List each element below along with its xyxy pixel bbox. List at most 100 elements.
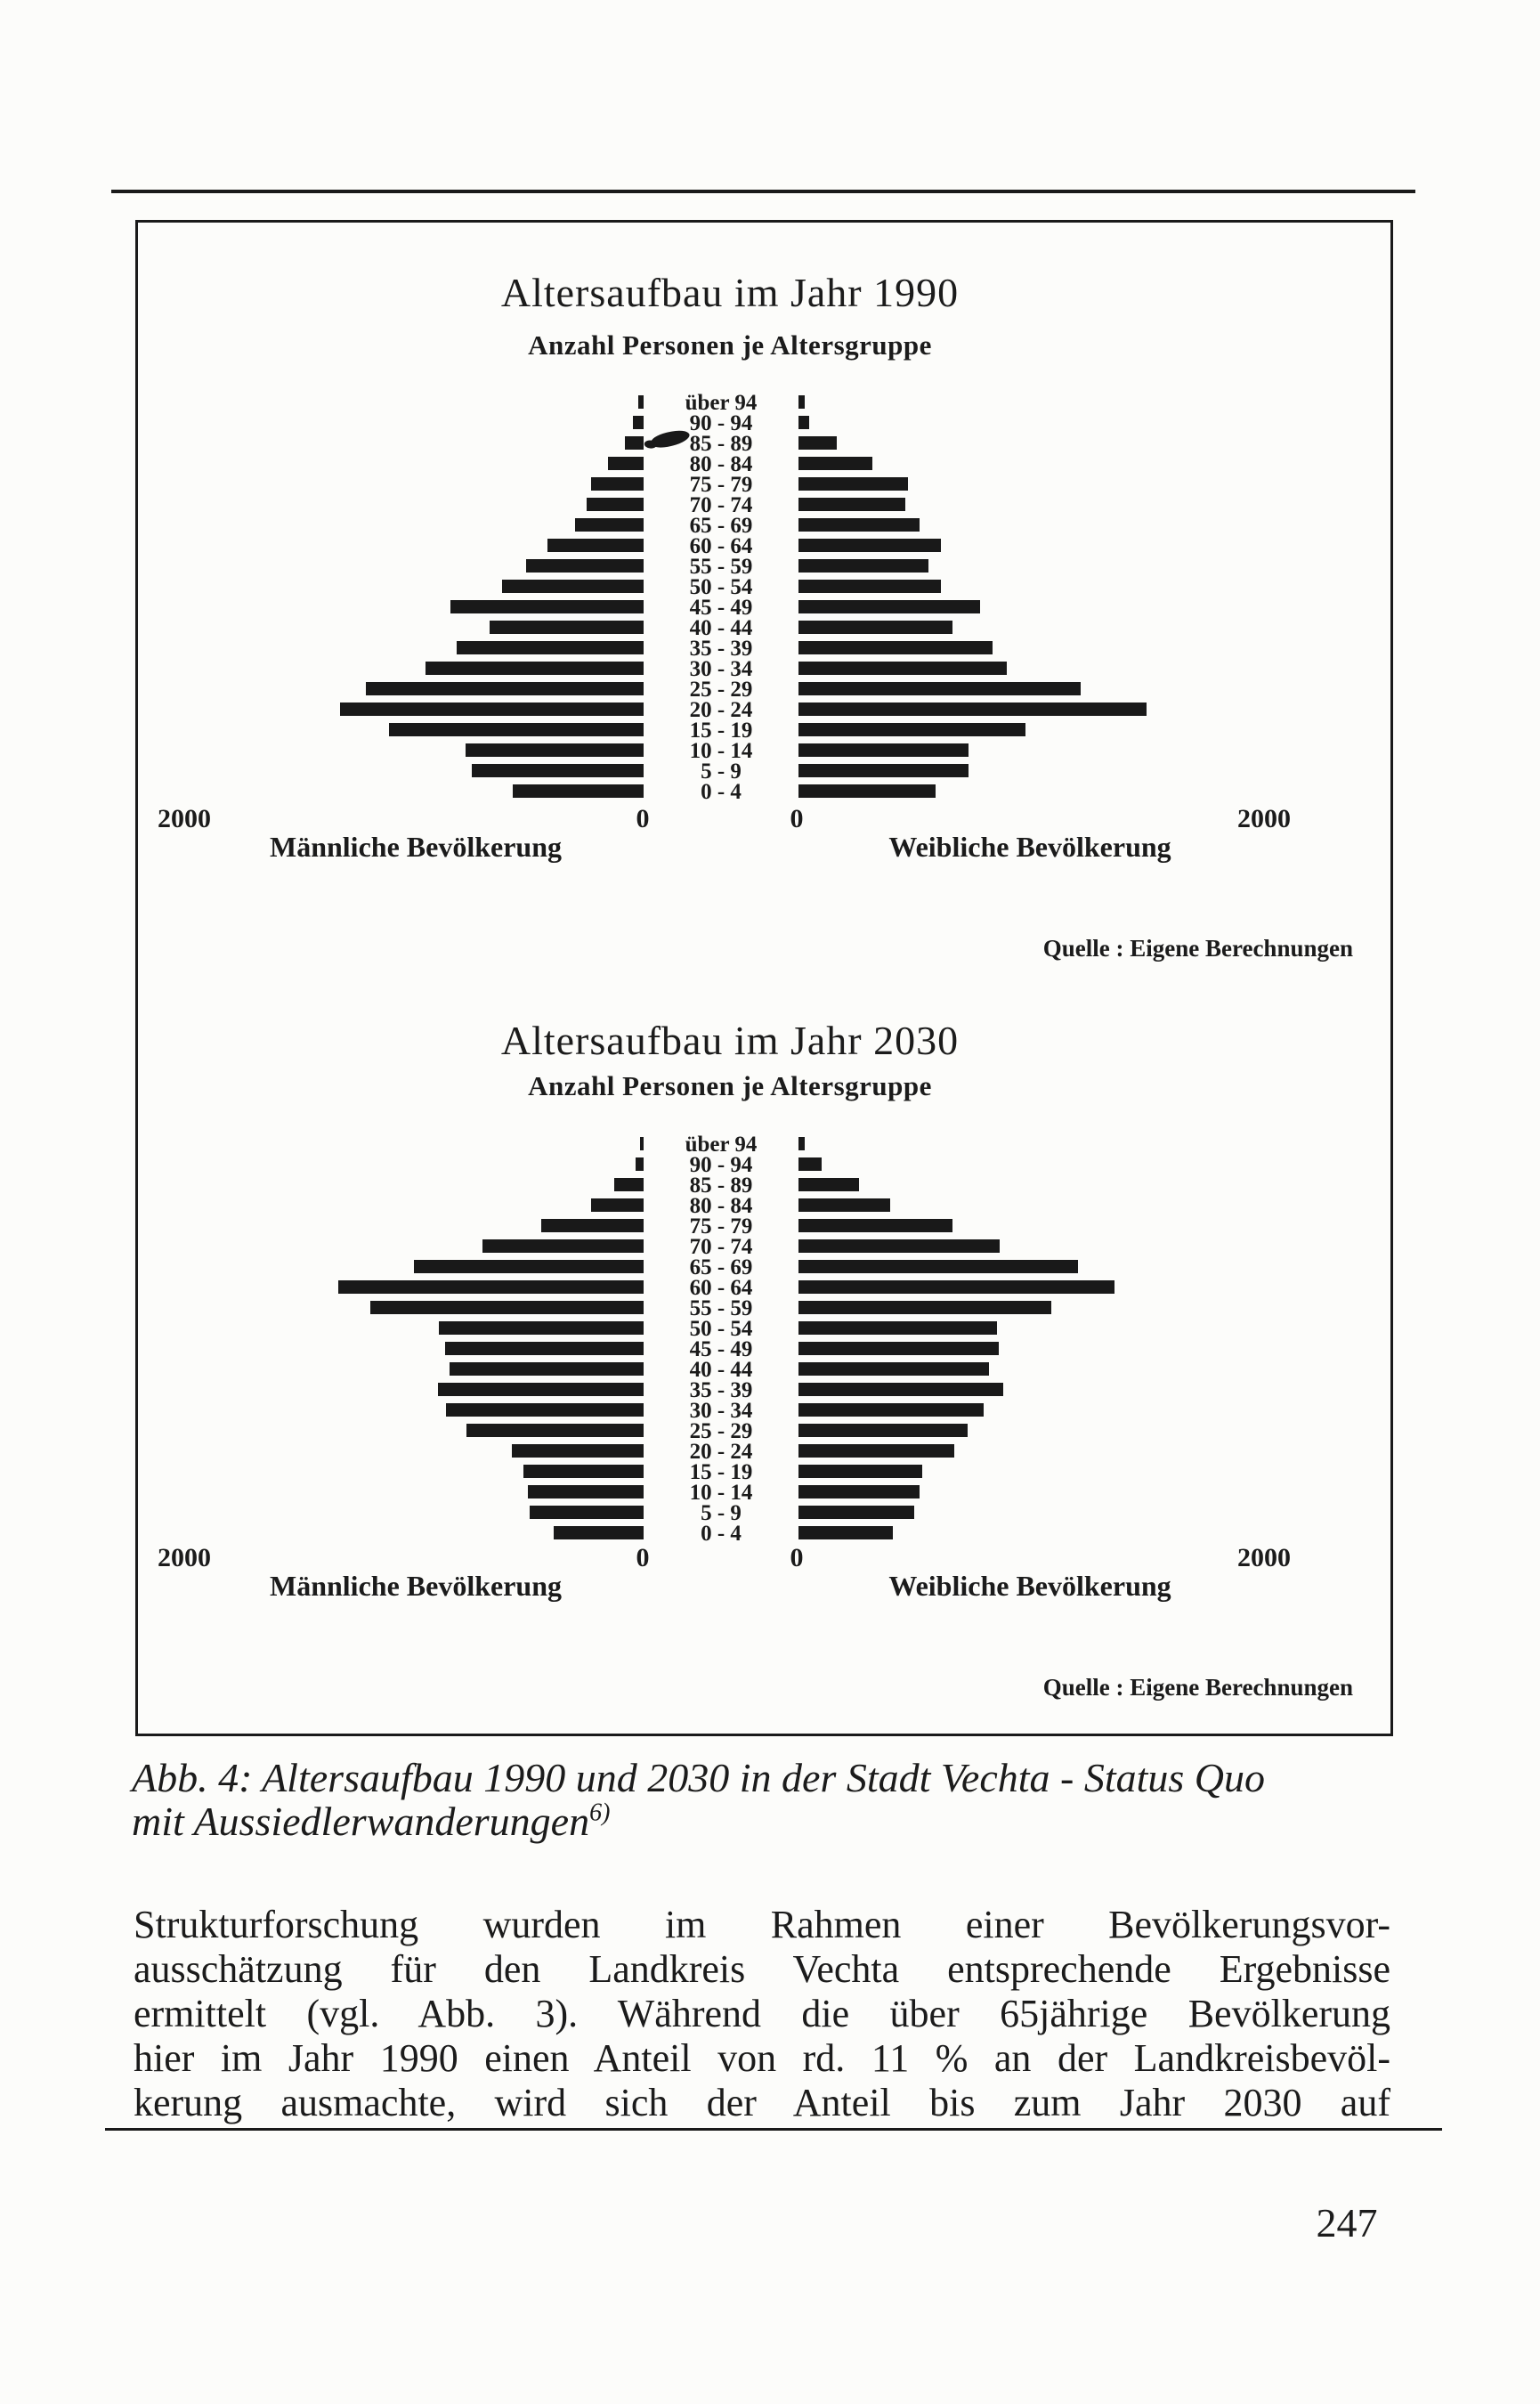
female-bar bbox=[798, 641, 993, 654]
age-group-label: 45 - 49 bbox=[689, 1337, 753, 1361]
female-bar bbox=[798, 621, 952, 634]
age-group-label: 10 - 14 bbox=[689, 1481, 753, 1505]
source-note: Quelle : Eigene Berechnungen bbox=[1042, 1674, 1353, 1701]
male-bar bbox=[547, 539, 644, 552]
page-number: 247 bbox=[1316, 2200, 1378, 2246]
chart-title-1990: Altersaufbau im Jahr 1990 bbox=[500, 270, 960, 315]
age-group-label: 55 - 59 bbox=[689, 555, 753, 579]
male-bar bbox=[490, 621, 644, 634]
chart-title-2030: Altersaufbau im Jahr 2030 bbox=[500, 1018, 960, 1063]
female-bar bbox=[798, 518, 920, 532]
female-bar bbox=[798, 1301, 1051, 1314]
age-group-label: 85 - 89 bbox=[689, 432, 753, 456]
male-bar bbox=[414, 1260, 644, 1273]
female-bar bbox=[798, 457, 872, 470]
female-bar bbox=[798, 395, 805, 409]
male-bar bbox=[482, 1239, 644, 1253]
female-bar bbox=[798, 436, 837, 450]
male-bar bbox=[456, 641, 644, 654]
female-bar bbox=[798, 539, 941, 552]
x-axis-tick-right-2000: 2000 bbox=[1237, 1543, 1291, 1572]
age-group-label: über 94 bbox=[685, 1133, 758, 1157]
male-bar bbox=[439, 1321, 644, 1335]
male-bar bbox=[637, 395, 644, 409]
female-bar bbox=[798, 723, 1026, 736]
female-bar bbox=[798, 1362, 990, 1376]
female-bar bbox=[798, 1383, 1003, 1396]
male-bar bbox=[586, 498, 644, 511]
x-axis-tick-right-0: 0 bbox=[790, 804, 804, 833]
male-bar bbox=[526, 559, 644, 573]
figure-caption-line2: mit Aussiedlerwanderungen6) bbox=[132, 1798, 1396, 1845]
age-group-label: 60 - 64 bbox=[689, 1276, 753, 1300]
x-axis-tick-right-2000: 2000 bbox=[1237, 804, 1291, 833]
female-axis-label: Weibliche Bevölkerung bbox=[888, 1570, 1171, 1602]
male-axis-label: Männliche Bevölkerung bbox=[269, 831, 563, 863]
female-bar bbox=[798, 477, 908, 491]
figure-caption-line1: Abb. 4: Altersaufbau 1990 und 2030 in de… bbox=[132, 1755, 1266, 1800]
female-bar bbox=[798, 1157, 822, 1171]
female-bar bbox=[798, 600, 980, 613]
male-bar bbox=[450, 1362, 644, 1376]
age-group-label: 20 - 24 bbox=[689, 698, 753, 722]
chart-subtitle-1990: Anzahl Personen je Altersgruppe bbox=[528, 329, 932, 361]
age-group-label: 70 - 74 bbox=[689, 1235, 753, 1259]
age-group-label: 30 - 34 bbox=[689, 657, 753, 681]
male-bar bbox=[574, 518, 644, 532]
female-bar bbox=[798, 1178, 860, 1191]
male-bar bbox=[640, 1137, 644, 1150]
female-bar bbox=[798, 682, 1082, 695]
age-group-label: 80 - 84 bbox=[689, 1194, 753, 1218]
x-axis-tick-left-0: 0 bbox=[636, 1543, 650, 1572]
male-bar bbox=[337, 1280, 644, 1294]
male-bar bbox=[450, 600, 644, 613]
female-axis-label: Weibliche Bevölkerung bbox=[888, 831, 1171, 863]
age-group-label: 25 - 29 bbox=[689, 678, 753, 702]
age-group-label: 40 - 44 bbox=[689, 1358, 753, 1382]
male-bar bbox=[466, 1424, 644, 1437]
x-axis-tick-right-0: 0 bbox=[790, 1543, 804, 1572]
female-bar bbox=[798, 1137, 805, 1150]
female-bar bbox=[798, 1239, 1000, 1253]
x-axis-tick-left-2000: 2000 bbox=[158, 804, 211, 833]
age-group-label: 50 - 54 bbox=[689, 1317, 753, 1341]
female-bar bbox=[798, 703, 1147, 716]
age-group-label: 5 - 9 bbox=[701, 759, 742, 784]
female-bar bbox=[798, 1321, 998, 1335]
female-bar bbox=[798, 1198, 891, 1212]
male-bar bbox=[471, 764, 644, 777]
female-bar bbox=[798, 1280, 1114, 1294]
age-group-label: 80 - 84 bbox=[689, 452, 753, 476]
age-group-label: 70 - 74 bbox=[689, 493, 753, 517]
age-group-label: 15 - 19 bbox=[689, 719, 753, 743]
male-bar bbox=[554, 1526, 644, 1539]
paragraph-line: hier im Jahr 1990 einen Anteil von rd. 1… bbox=[134, 2036, 1390, 2080]
paragraph-line: kerung ausmachte, wird sich der Anteil b… bbox=[134, 2081, 1390, 2124]
male-bar bbox=[466, 743, 644, 757]
footnote-marker: 6) bbox=[589, 1799, 611, 1827]
age-group-label: 35 - 39 bbox=[689, 637, 753, 661]
male-bar bbox=[541, 1219, 644, 1232]
x-axis-tick-left-0: 0 bbox=[636, 804, 650, 833]
age-group-label: 50 - 54 bbox=[689, 575, 753, 599]
male-bar bbox=[613, 1178, 644, 1191]
age-group-label: 30 - 34 bbox=[689, 1399, 753, 1423]
age-group-label: 75 - 79 bbox=[689, 1214, 753, 1239]
male-bar bbox=[636, 1157, 644, 1171]
female-bar bbox=[798, 1506, 915, 1519]
age-group-label: 60 - 64 bbox=[689, 534, 753, 558]
female-bar bbox=[798, 1465, 923, 1478]
x-axis-tick-left-2000: 2000 bbox=[158, 1543, 211, 1572]
female-bar bbox=[798, 1526, 893, 1539]
female-bar bbox=[798, 498, 905, 511]
female-bar bbox=[798, 662, 1007, 675]
age-group-label: 10 - 14 bbox=[689, 739, 753, 763]
age-group-label: 75 - 79 bbox=[689, 473, 753, 497]
male-bar bbox=[444, 1342, 644, 1355]
female-bar bbox=[798, 1424, 968, 1437]
header-rule bbox=[111, 190, 1415, 193]
male-bar bbox=[425, 662, 644, 675]
male-bar bbox=[365, 682, 644, 695]
paragraph-line: Strukturforschung wurden im Rahmen einer… bbox=[134, 1903, 1390, 1946]
